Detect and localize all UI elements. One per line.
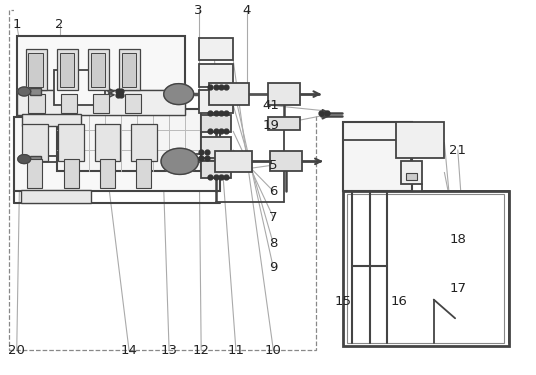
Bar [347, 194, 504, 343]
Bar [201, 137, 230, 158]
Text: 15: 15 [334, 295, 351, 308]
Text: 9: 9 [269, 261, 278, 274]
Bar [400, 161, 422, 184]
Bar [28, 94, 44, 113]
Bar [61, 94, 77, 113]
Bar [88, 49, 109, 90]
Bar [28, 53, 43, 87]
Bar [198, 90, 233, 113]
Bar [27, 159, 42, 188]
Bar [91, 53, 106, 87]
Bar [268, 117, 300, 130]
Bar [64, 159, 79, 188]
Text: 41: 41 [262, 99, 279, 112]
Text: 19: 19 [262, 119, 279, 132]
Bar [9, 10, 316, 350]
Bar [120, 49, 140, 90]
Text: 21: 21 [449, 144, 466, 157]
Polygon shape [18, 87, 31, 96]
Bar [22, 124, 48, 161]
Bar [137, 159, 152, 188]
Bar [26, 49, 47, 90]
Bar [58, 124, 84, 161]
Text: 6: 6 [269, 185, 278, 198]
Bar [343, 122, 412, 191]
Text: 12: 12 [192, 344, 210, 357]
Text: 7: 7 [269, 211, 278, 224]
Bar [131, 124, 157, 161]
Bar [198, 38, 233, 60]
Bar [268, 83, 300, 105]
Bar [100, 159, 115, 188]
Bar [14, 8, 319, 115]
Text: 13: 13 [161, 344, 177, 357]
Bar [54, 70, 105, 105]
Text: 10: 10 [265, 344, 282, 357]
Bar [201, 161, 230, 178]
Text: 1: 1 [12, 18, 21, 32]
Polygon shape [164, 84, 193, 105]
Text: 8: 8 [269, 237, 278, 250]
Bar [95, 124, 121, 161]
Text: 2: 2 [55, 18, 64, 32]
Text: 5: 5 [269, 159, 278, 172]
Text: 11: 11 [227, 344, 244, 357]
Bar [59, 53, 75, 87]
Bar [30, 156, 41, 162]
Bar [21, 190, 91, 203]
Bar [30, 88, 41, 95]
Bar [125, 94, 141, 113]
Bar [343, 191, 509, 346]
Bar [57, 109, 201, 171]
Text: 17: 17 [449, 282, 466, 295]
Bar [406, 172, 416, 180]
Bar [270, 151, 302, 171]
Text: 16: 16 [391, 295, 407, 308]
Bar [93, 94, 109, 113]
Bar [122, 53, 137, 87]
Polygon shape [161, 148, 198, 174]
Polygon shape [18, 154, 31, 164]
Bar [14, 117, 220, 191]
Text: 14: 14 [121, 344, 137, 357]
Bar [396, 122, 444, 158]
Bar [198, 64, 233, 87]
Bar [209, 83, 249, 105]
Text: 18: 18 [449, 233, 466, 246]
Bar [22, 114, 81, 126]
Bar [17, 90, 185, 115]
Bar [17, 36, 185, 115]
Bar [214, 151, 252, 172]
Text: 3: 3 [194, 3, 203, 16]
Text: 4: 4 [242, 3, 251, 16]
Bar [201, 116, 230, 132]
Bar [57, 49, 78, 90]
Text: 20: 20 [8, 344, 25, 357]
